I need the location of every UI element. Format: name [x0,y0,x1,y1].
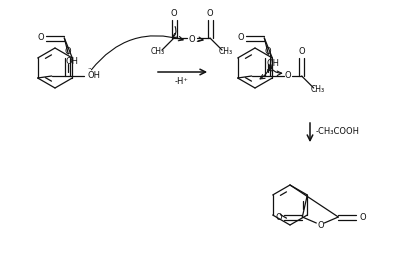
Text: O: O [264,46,271,56]
Text: O: O [189,34,195,44]
Text: O: O [37,33,44,42]
Text: O: O [275,213,282,222]
Text: -H⁺: -H⁺ [175,77,189,87]
Text: OH: OH [267,58,280,68]
Text: O: O [171,9,177,18]
Text: ··: ·· [265,52,270,58]
Text: O: O [317,221,324,230]
Text: O: O [298,46,305,56]
Text: -CH₃COOH: -CH₃COOH [316,128,360,136]
Text: OH: OH [87,72,100,80]
Text: O: O [284,72,291,80]
Text: ··: ·· [88,66,92,72]
Text: O: O [64,48,71,57]
Text: CH₃: CH₃ [219,48,233,57]
Text: CH₃: CH₃ [151,48,165,57]
Text: O: O [237,33,244,42]
Text: OH: OH [66,57,79,66]
Text: O: O [359,213,366,222]
Text: O: O [207,9,213,18]
Text: CH₃: CH₃ [311,85,325,95]
